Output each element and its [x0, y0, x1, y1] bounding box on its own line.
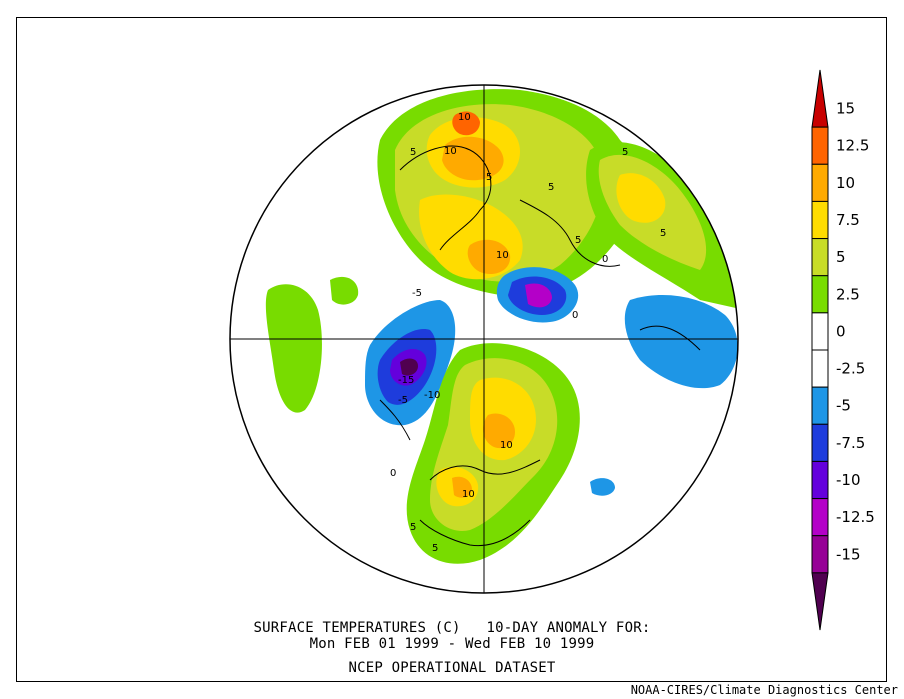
contour-label: -10 — [424, 390, 440, 401]
caption-dataset: NCEP OPERATIONAL DATASET — [348, 660, 556, 676]
anomaly-region-atlantic-cold — [590, 478, 615, 496]
legend-swatch — [811, 535, 829, 574]
coastlines — [379, 145, 701, 547]
legend-swatch — [811, 349, 829, 388]
legend-label: -15 — [836, 545, 861, 563]
contour-label: 10 — [444, 146, 457, 157]
legend-label: -12.5 — [836, 508, 875, 526]
color-legend: 15 12.5 10 7.5 5 2.5 0 -2.5 -5 -7.5 -10 -12.5 -15 — [811, 69, 875, 631]
contour-label-group: 10 10 5 5 5 5 5 10 0 -5 0 5 -15 -5 -10 1… — [390, 112, 666, 554]
legend-label: 7.5 — [836, 211, 860, 229]
anomaly-region-usa-10 — [452, 476, 472, 498]
contour-label: 10 — [500, 440, 513, 451]
legend-swatch — [811, 423, 829, 462]
legend-swatch — [811, 386, 829, 425]
legend-swatch — [811, 238, 829, 277]
contour-label: 5 — [410, 147, 416, 158]
legend-label: 12.5 — [836, 137, 869, 155]
contour-label: 5 — [486, 172, 492, 183]
legend-swatch — [811, 498, 829, 537]
legend-swatch — [811, 200, 829, 240]
contour-label: 5 — [575, 235, 581, 246]
legend-swatch — [811, 126, 829, 165]
anomaly-region-siberia-cold-10 — [525, 283, 552, 308]
legend-label: 5 — [836, 248, 846, 266]
legend-swatch — [811, 312, 829, 351]
contour-label: -5 — [412, 288, 422, 299]
contour-label: 10 — [458, 112, 471, 123]
legend-swatch — [811, 163, 829, 202]
legend-label: 0 — [836, 322, 846, 340]
anomaly-region-namerica-10 — [483, 413, 515, 449]
legend-label: 10 — [836, 174, 855, 192]
legend-label: 15 — [836, 100, 855, 118]
contour-label: 5 — [410, 522, 416, 533]
contour-label: 0 — [572, 310, 578, 321]
legend-label: -5 — [836, 397, 851, 415]
anomaly-region-eastasia-7 — [616, 173, 666, 223]
contour-label: -15 — [398, 375, 414, 386]
contour-label: 0 — [390, 468, 396, 479]
credit-text: NOAA-CIRES/Climate Diagnostics Center — [630, 683, 898, 697]
legend-swatch — [811, 275, 829, 314]
contour-label: 5 — [432, 543, 438, 554]
plot-frame — [16, 17, 887, 682]
legend-label: -2.5 — [836, 360, 865, 378]
contour-label: 10 — [496, 250, 509, 261]
anomaly-region-bering-warm — [330, 276, 359, 305]
legend-swatch — [811, 572, 829, 631]
legend-label: 2.5 — [836, 285, 860, 303]
anomaly-field — [265, 89, 738, 564]
contour-label: 0 — [602, 254, 608, 265]
legend-swatch — [811, 69, 829, 128]
map-boundary-circle — [229, 84, 739, 594]
legend-label: -7.5 — [836, 434, 865, 452]
anomaly-region-centralasia-cold — [624, 295, 738, 389]
anomaly-region-alaska-cold-15 — [400, 358, 418, 376]
legend-label: -10 — [836, 471, 861, 489]
contour-label: 10 — [462, 489, 475, 500]
anomaly-region-siberia-10 — [467, 239, 511, 275]
legend-swatch — [811, 460, 829, 500]
contour-label: -5 — [398, 395, 408, 406]
anomaly-region-scandinavia-12 — [452, 111, 480, 136]
contour-label: 5 — [660, 228, 666, 239]
caption-date-range: Mon FEB 01 1999 - Wed FEB 10 1999 — [309, 636, 595, 652]
caption-title: SURFACE TEMPERATURES (C) 10-DAY ANOMALY … — [253, 620, 651, 636]
contour-label: 5 — [622, 147, 628, 158]
contour-label: 5 — [548, 182, 554, 193]
anomaly-region-pacific-warm — [265, 284, 322, 413]
